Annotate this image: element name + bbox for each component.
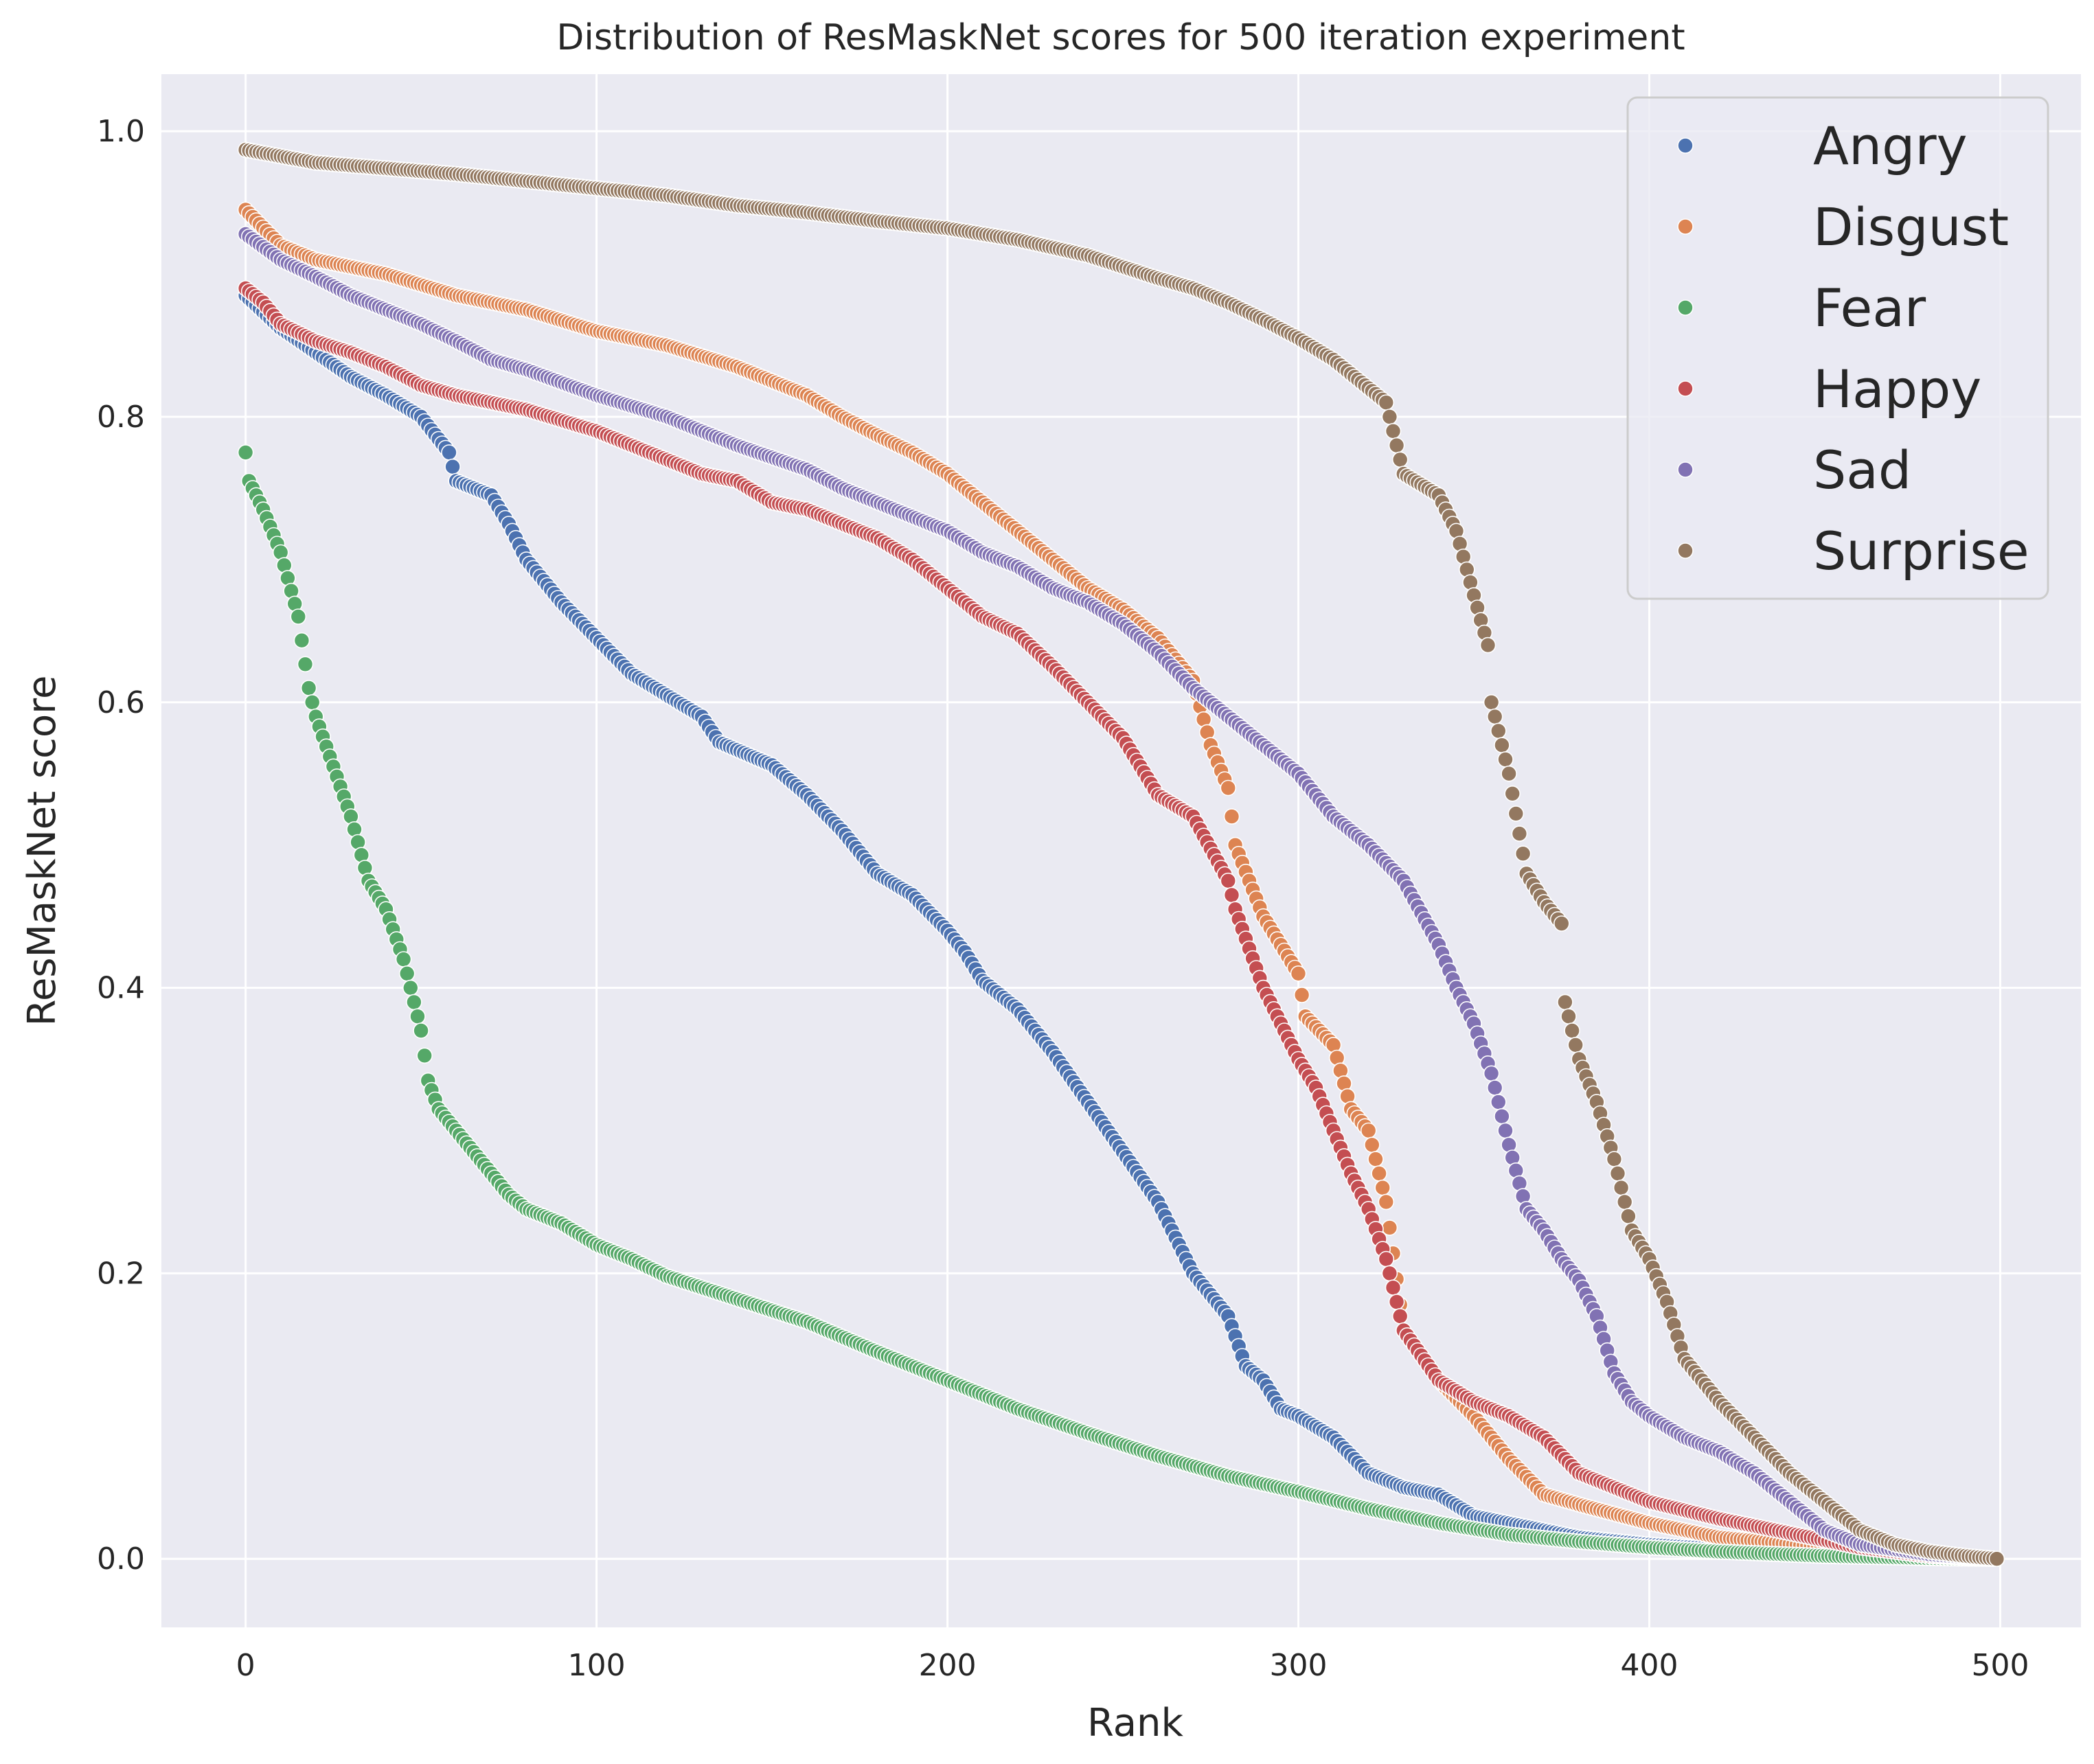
surprise-point bbox=[1606, 1151, 1623, 1167]
legend-label-sad: Sad bbox=[1813, 439, 1911, 501]
y-tick-label: 0.6 bbox=[97, 685, 145, 720]
disgust-point bbox=[1374, 1179, 1391, 1196]
sad-point bbox=[1490, 1094, 1507, 1110]
surprise-point bbox=[1378, 394, 1395, 411]
happy-point bbox=[1220, 872, 1237, 889]
tick-labels: 0 100 200 300 400 500 0.0 0.2 0.4 0.6 0.8 1.0 bbox=[97, 114, 2029, 1683]
fear-point bbox=[395, 951, 412, 967]
surprise-point bbox=[1564, 1022, 1580, 1039]
happy-point bbox=[1378, 1250, 1395, 1268]
x-axis-label: Rank bbox=[1087, 1701, 1183, 1745]
surprise-point bbox=[1514, 845, 1532, 862]
angry-point bbox=[444, 458, 461, 475]
series-surprise bbox=[237, 141, 2005, 1567]
legend-label-happy: Happy bbox=[1813, 358, 1981, 420]
happy-point bbox=[1391, 1308, 1409, 1325]
y-tick-label: 0.4 bbox=[97, 971, 145, 1006]
surprise-point bbox=[1479, 637, 1496, 654]
disgust-point bbox=[1220, 779, 1237, 797]
x-tick-label: 400 bbox=[1621, 1648, 1678, 1683]
fear-point bbox=[300, 680, 317, 696]
happy-point bbox=[1385, 1279, 1402, 1296]
surprise-point bbox=[1557, 994, 1573, 1011]
fear-point bbox=[290, 608, 307, 625]
y-tick-label: 1.0 bbox=[97, 114, 145, 149]
surprise-point bbox=[1490, 722, 1507, 740]
surprise-point bbox=[1494, 737, 1510, 753]
fear-point bbox=[293, 632, 310, 649]
fear-point bbox=[304, 694, 321, 711]
y-tick-label: 0.0 bbox=[97, 1542, 145, 1577]
sad-point bbox=[1497, 1122, 1514, 1139]
surprise-point bbox=[1486, 708, 1503, 725]
fear-point bbox=[297, 656, 314, 673]
surprise-point bbox=[1616, 1193, 1633, 1211]
legend-marker-surprise bbox=[1677, 542, 1694, 559]
legend-label-angry: Angry bbox=[1813, 115, 1968, 176]
surprise-point bbox=[1620, 1208, 1637, 1224]
happy-point bbox=[1223, 886, 1240, 904]
fear-point bbox=[406, 994, 422, 1011]
legend-label-fear: Fear bbox=[1813, 277, 1926, 339]
surprise-point bbox=[1501, 765, 1517, 782]
disgust-point bbox=[1290, 965, 1307, 982]
legend-box bbox=[1626, 96, 2049, 600]
surprise-point bbox=[1391, 451, 1409, 468]
x-tick-label: 100 bbox=[568, 1648, 626, 1683]
disgust-point bbox=[1367, 1151, 1384, 1167]
happy-point bbox=[1381, 1265, 1398, 1282]
surprise-point bbox=[1609, 1165, 1626, 1182]
fear-point bbox=[416, 1047, 433, 1064]
fear-point bbox=[237, 444, 254, 461]
legend-marker-sad bbox=[1677, 461, 1694, 478]
surprise-point bbox=[1388, 437, 1405, 454]
surprise-point bbox=[1381, 409, 1398, 425]
chart-title: Distribution of ResMaskNet scores for 50… bbox=[556, 17, 1685, 58]
disgust-point bbox=[1364, 1136, 1380, 1154]
x-tick-label: 200 bbox=[919, 1648, 977, 1683]
angry-point bbox=[441, 444, 457, 461]
y-axis-label: ResMaskNet score bbox=[20, 676, 65, 1027]
surprise-point bbox=[1497, 751, 1514, 768]
x-tick-label: 300 bbox=[1270, 1648, 1328, 1683]
y-tick-label: 0.2 bbox=[97, 1256, 145, 1291]
disgust-point bbox=[1293, 987, 1310, 1003]
sad-point bbox=[1483, 1065, 1500, 1082]
x-tick-label: 500 bbox=[1971, 1648, 2029, 1683]
surprise-point bbox=[1554, 915, 1570, 932]
legend-marker-disgust bbox=[1677, 218, 1694, 235]
data-points bbox=[237, 141, 2005, 1567]
surprise-point bbox=[1483, 694, 1500, 711]
disgust-point bbox=[1223, 808, 1240, 825]
surprise-point bbox=[1567, 1037, 1584, 1053]
sad-point bbox=[1494, 1108, 1510, 1125]
y-tick-label: 0.8 bbox=[97, 400, 145, 435]
fear-point bbox=[402, 979, 419, 996]
legend-marker-angry bbox=[1677, 137, 1694, 154]
surprise-point bbox=[1504, 786, 1521, 802]
happy-point bbox=[1388, 1294, 1405, 1310]
surprise-point bbox=[1988, 1550, 2005, 1567]
disgust-point bbox=[1378, 1193, 1395, 1211]
x-tick-label: 0 bbox=[236, 1648, 255, 1683]
sad-point bbox=[1486, 1079, 1503, 1096]
series-sad bbox=[237, 226, 2005, 1567]
fear-point bbox=[409, 1008, 426, 1024]
surprise-point bbox=[1385, 422, 1402, 439]
disgust-point bbox=[1360, 1122, 1377, 1139]
legend: Angry Disgust Fear Happy Sad Surprise bbox=[1626, 96, 2049, 600]
legend-marker-happy bbox=[1677, 380, 1694, 397]
legend-marker-fear bbox=[1677, 299, 1694, 316]
surprise-point bbox=[1507, 805, 1525, 822]
surprise-point bbox=[1613, 1179, 1630, 1196]
series-fear bbox=[237, 444, 2005, 1567]
legend-label-surprise: Surprise bbox=[1813, 520, 2029, 582]
fear-point bbox=[398, 965, 416, 982]
surprise-point bbox=[1511, 825, 1528, 842]
surprise-point bbox=[1560, 1008, 1577, 1024]
disgust-point bbox=[1371, 1165, 1387, 1182]
legend-label-disgust: Disgust bbox=[1813, 196, 2009, 257]
fear-point bbox=[413, 1022, 429, 1039]
